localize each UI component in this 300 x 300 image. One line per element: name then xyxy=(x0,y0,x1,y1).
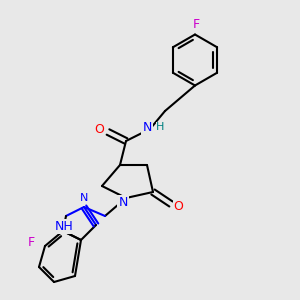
Text: N: N xyxy=(118,196,128,209)
Text: NH: NH xyxy=(55,220,74,233)
Text: F: F xyxy=(28,236,35,250)
Text: N: N xyxy=(142,121,152,134)
Text: O: O xyxy=(174,200,183,214)
Text: N: N xyxy=(80,193,88,203)
Text: O: O xyxy=(94,122,104,136)
Text: H: H xyxy=(156,122,165,133)
Text: F: F xyxy=(193,17,200,31)
